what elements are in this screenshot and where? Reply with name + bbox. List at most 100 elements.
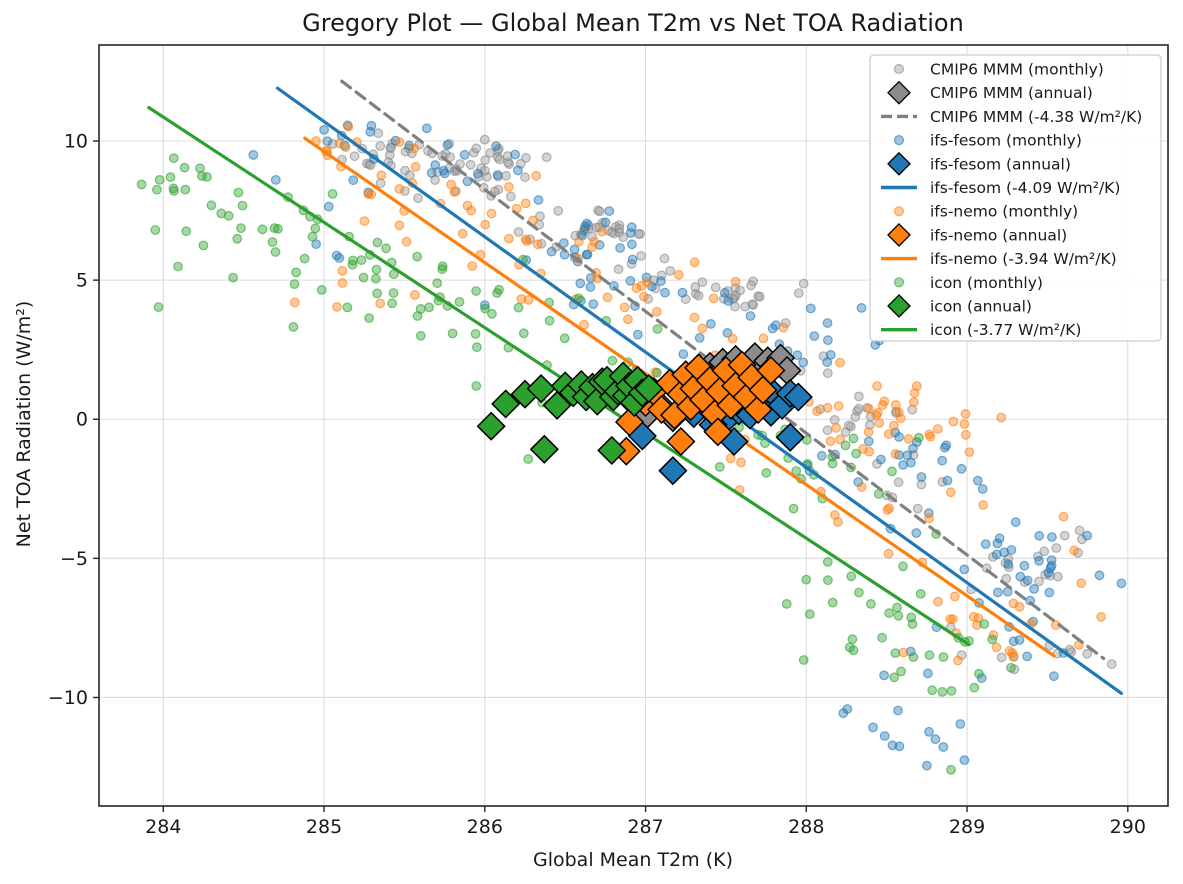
- monthly-point-ifs-nemo: [689, 257, 700, 268]
- legend-item-ifs-nemo-monthly: ifs-nemo (monthly): [893, 203, 1078, 221]
- axis-ticks: 284 285 286 287 288 289 290 −10 −5 0 5 10: [48, 130, 1146, 838]
- monthly-point-ifs-nemo: [520, 234, 531, 245]
- monthly-point-ifs-fesom: [905, 646, 916, 657]
- monthly-point-ifs-nemo: [964, 447, 975, 458]
- legend-label-icon-monthly: icon (monthly): [930, 274, 1043, 292]
- monthly-point-ifs-nemo: [516, 294, 527, 304]
- monthly-point-ifs-fesom: [627, 239, 637, 250]
- monthly-point-ifs-fesom: [980, 539, 991, 549]
- monthly-point-icon: [848, 433, 859, 444]
- monthly-point-icon: [518, 328, 529, 339]
- monthly-point-icon: [432, 278, 443, 289]
- monthly-point-icon: [979, 619, 990, 629]
- monthly-point-icon: [387, 298, 398, 309]
- monthly-point-ifs-nemo: [872, 407, 883, 418]
- monthly-point-ifs-fesom: [430, 160, 441, 170]
- monthly-point-ifs-nemo: [948, 416, 959, 427]
- legend-item-CMIP6 MMM-annual: CMIP6 MMM (annual): [887, 80, 1093, 105]
- monthly-point-ifs-fesom: [956, 463, 967, 474]
- monthly-point-ifs-fesom: [581, 218, 592, 229]
- legend-marker-dot-icon: [893, 277, 905, 288]
- monthly-point-icon: [788, 503, 799, 514]
- monthly-point-ifs-fesom: [438, 165, 449, 176]
- monthly-point-ifs-fesom: [334, 253, 345, 263]
- y-axis-label: Net TOA Radiation (W/m²): [13, 301, 35, 548]
- monthly-point-icon: [877, 632, 887, 643]
- monthly-point-CMIP6 MMM: [1082, 648, 1093, 659]
- monthly-point-icon: [202, 171, 212, 182]
- monthly-point-CMIP6 MMM: [665, 266, 676, 276]
- monthly-point-ifs-fesom: [959, 564, 970, 575]
- legend-item-ifs-fesom-annual: ifs-fesom (annual): [887, 151, 1071, 176]
- monthly-point-ifs-fesom: [942, 475, 953, 486]
- y-tick-label-10: 10: [64, 130, 88, 152]
- monthly-point-icon: [494, 284, 504, 295]
- monthly-point-CMIP6 MMM: [793, 288, 804, 299]
- monthly-point-CMIP6 MMM: [1074, 525, 1085, 536]
- monthly-point-icon: [289, 279, 300, 290]
- monthly-point-icon: [228, 272, 239, 283]
- monthly-point-icon: [523, 454, 534, 464]
- monthly-point-CMIP6 MMM: [710, 282, 721, 293]
- monthly-point-ifs-fesom: [677, 287, 688, 298]
- monthly-point-icon: [798, 655, 809, 665]
- monthly-point-ifs-fesom: [894, 741, 905, 752]
- monthly-point-ifs-nemo: [968, 611, 979, 622]
- monthly-point-CMIP6 MMM: [1077, 534, 1087, 545]
- monthly-point-icon: [470, 329, 481, 339]
- monthly-point-icon: [412, 311, 423, 321]
- monthly-point-ifs-nemo: [872, 381, 882, 392]
- monthly-point-ifs-nemo: [833, 401, 844, 411]
- monthly-point-ifs-nemo: [394, 220, 405, 231]
- monthly-point-ifs-fesom: [1082, 530, 1093, 541]
- monthly-point-icon: [151, 184, 162, 195]
- monthly-point-ifs-nemo: [623, 314, 633, 325]
- monthly-point-CMIP6 MMM: [754, 291, 765, 302]
- monthly-point-ifs-fesom: [999, 547, 1010, 558]
- monthly-point-ifs-nemo: [410, 290, 420, 300]
- monthly-point-icon: [424, 302, 435, 313]
- monthly-point-icon: [822, 557, 833, 567]
- legend-marker-diamond-CMIP6 MMM: [887, 80, 911, 105]
- monthly-point-CMIP6 MMM: [822, 425, 833, 436]
- monthly-point-ifs-fesom: [604, 206, 615, 217]
- monthly-point-ifs-fesom: [977, 484, 988, 494]
- monthly-point-CMIP6 MMM: [659, 253, 670, 264]
- monthly-point-ifs-fesom: [894, 432, 904, 442]
- monthly-point-ifs-fesom: [991, 549, 1002, 560]
- monthly-point-CMIP6 MMM: [465, 159, 476, 170]
- monthly-point-ifs-nemo: [883, 429, 894, 440]
- monthly-point-icon: [487, 308, 497, 319]
- monthly-point-ifs-fesom: [588, 299, 599, 310]
- monthly-point-ifs-nemo: [948, 614, 958, 625]
- annual-point-icon: [476, 411, 506, 441]
- legend-label-ifs-fesom-monthly: ifs-fesom (monthly): [930, 132, 1082, 150]
- monthly-point-ifs-nemo: [1076, 578, 1087, 588]
- monthly-point-ifs-fesom: [492, 170, 503, 180]
- monthly-point-ifs-fesom: [1019, 560, 1030, 571]
- monthly-point-CMIP6 MMM: [541, 152, 552, 163]
- monthly-point-ifs-nemo: [945, 487, 956, 498]
- monthly-point-icon: [898, 561, 908, 572]
- monthly-point-ifs-fesom: [513, 165, 523, 176]
- monthly-point-CMIP6 MMM: [740, 301, 750, 312]
- monthly-point-ifs-fesom: [792, 350, 803, 361]
- monthly-point-icon: [267, 237, 278, 247]
- monthly-point-CMIP6 MMM: [1106, 659, 1117, 669]
- monthly-point-ifs-nemo: [858, 444, 868, 454]
- monthly-point-ifs-fesom: [442, 140, 453, 150]
- monthly-point-ifs-nemo: [401, 236, 412, 247]
- monthly-point-ifs-fesom: [893, 705, 903, 716]
- legend-item-CMIP6 MMM-monthly: CMIP6 MMM (monthly): [893, 61, 1104, 79]
- monthly-point-CMIP6 MMM: [1039, 546, 1050, 557]
- monthly-point-ifs-nemo: [504, 181, 514, 192]
- monthly-point-ifs-nemo: [337, 265, 348, 276]
- monthly-point-icon: [987, 634, 998, 645]
- monthly-point-ifs-nemo: [651, 306, 662, 317]
- monthly-point-ifs-fesom: [459, 149, 470, 160]
- monthly-point-ifs-nemo: [673, 269, 684, 280]
- monthly-point-icon: [607, 355, 618, 366]
- monthly-point-ifs-nemo: [480, 219, 491, 230]
- monthly-point-ifs-nemo: [812, 406, 822, 417]
- monthly-point-ifs-fesom: [625, 276, 636, 286]
